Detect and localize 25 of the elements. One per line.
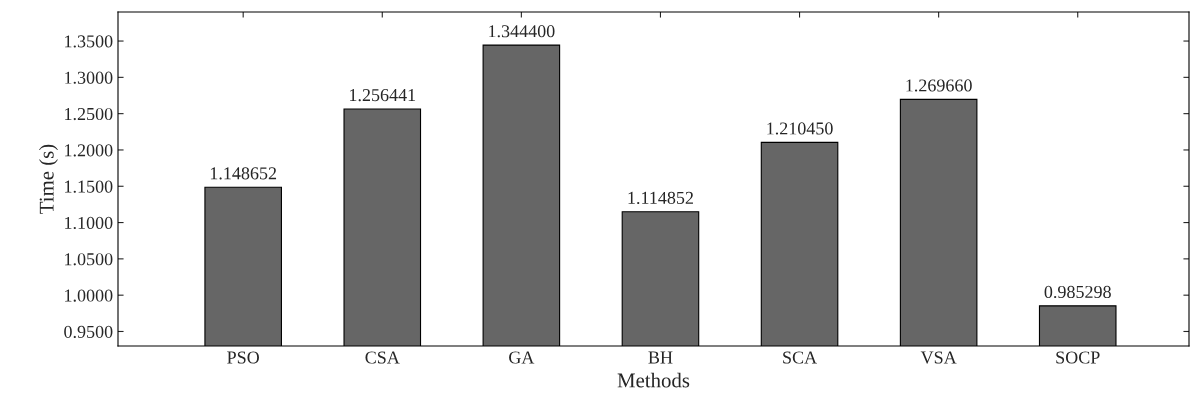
y-tick-label: 0.9500 [64,325,113,338]
data-label: 1.344400 [489,25,555,38]
data-label: 0.985298 [1044,285,1111,299]
data-label: 1.148652 [210,167,277,180]
x-tick-label: VSA [920,351,957,364]
x-tick-label: CSA [365,351,400,364]
data-label: 1.269660 [906,79,972,92]
data-label: 1.114852 [628,191,693,205]
y-tick-label: 1.1500 [65,180,113,193]
x-tick-label: BH [648,351,673,364]
data-label: 1.210450 [767,122,833,135]
x-axis-title: Methods [617,372,690,388]
y-axis-title: Time (s) [39,144,58,214]
x-tick-label: SCA [783,351,817,364]
data-label: 1.256441 [350,89,416,102]
x-tick-label: GA [509,351,535,364]
y-tick-label: 1.2500 [65,107,113,121]
y-tick-label: 1.3000 [65,71,113,84]
y-tick-label: 1.1000 [65,216,113,230]
x-tick-label: PSO [227,351,259,364]
y-tick-label: 1.0500 [65,253,113,266]
y-tick-label: 1.0000 [65,289,113,302]
y-tick-label: 1.3500 [65,35,113,48]
y-tick-label: 1.2000 [65,144,113,157]
x-tick-label: SOCP [1056,351,1100,364]
